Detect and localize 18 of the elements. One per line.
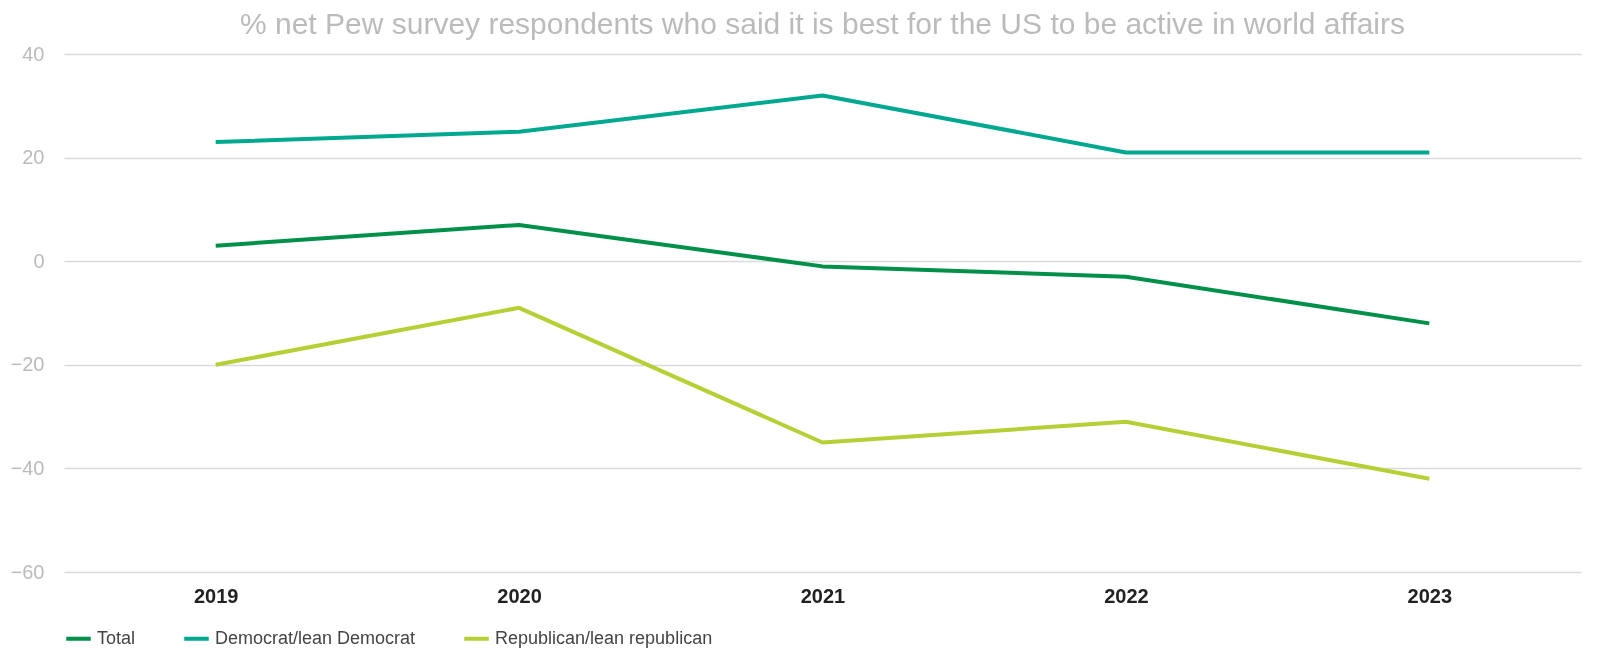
y-tick-label: −40 [10, 456, 45, 479]
chart-title: % net Pew survey respondents who said it is best for the US to be active in world affairs [239, 7, 1406, 40]
legend-label: Total [97, 627, 136, 648]
legend-label: Republican/lean republican [495, 627, 713, 648]
y-tick-label: 20 [22, 146, 45, 169]
line-series [213, 222, 1432, 326]
y-tick-label: −60 [10, 560, 45, 583]
y-tick-label: 40 [22, 42, 45, 65]
y-tick-label: 0 [33, 249, 45, 272]
x-tick-label: 2020 [497, 584, 542, 607]
x-tick-label: 2021 [800, 584, 846, 607]
x-tick-label: 2019 [193, 584, 239, 607]
line-series [213, 93, 1432, 155]
x-tick-label: 2023 [1407, 584, 1453, 607]
legend-label: Democrat/lean Democrat [215, 627, 416, 648]
y-tick-label: −20 [10, 353, 45, 376]
line-series [213, 305, 1432, 481]
x-tick-label: 2022 [1104, 584, 1149, 607]
